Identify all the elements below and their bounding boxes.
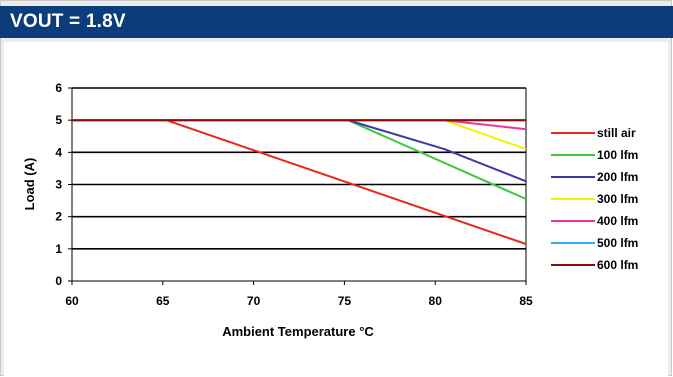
y-tick-label: 3 xyxy=(55,178,62,192)
y-tick-label: 0 xyxy=(55,274,62,288)
x-tick-label: 65 xyxy=(156,294,170,308)
header-bar: VOUT = 1.8V xyxy=(0,6,673,38)
legend: still air 100 lfm 200 lfm 300 lfm 400 lfm 500… xyxy=(551,126,638,272)
y-tick-label: 1 xyxy=(55,242,62,256)
series-lines xyxy=(72,119,527,245)
page-title: VOUT = 1.8V xyxy=(10,11,126,32)
series-line-200-lfm xyxy=(72,119,527,183)
x-tick-label: 70 xyxy=(247,294,261,308)
x-tick-labels: 60 65 70 75 80 85 xyxy=(65,281,533,308)
y-tick-label: 6 xyxy=(55,81,62,95)
y-tick-labels: 0 1 2 3 4 5 6 xyxy=(55,81,72,288)
x-tick-label: 80 xyxy=(429,294,443,308)
series-line-100-lfm xyxy=(72,119,527,200)
series-line-still-air xyxy=(72,119,527,245)
legend-label-300-lfm: 300 lfm xyxy=(597,192,638,206)
x-axis-label: Ambient Temperature °C xyxy=(222,324,374,339)
chart-panel xyxy=(4,42,668,376)
y-tick-label: 2 xyxy=(55,210,62,224)
x-tick-label: 60 xyxy=(65,294,79,308)
gridlines xyxy=(71,87,527,282)
legend-label-200-lfm: 200 lfm xyxy=(597,170,638,184)
x-tick-label: 75 xyxy=(338,294,352,308)
y-tick-label: 4 xyxy=(55,145,62,159)
legend-label-400-lfm: 400 lfm xyxy=(597,214,638,228)
legend-label-100-lfm: 100 lfm xyxy=(597,148,638,162)
legend-label-600-lfm: 600 lfm xyxy=(597,258,638,272)
x-tick-label: 85 xyxy=(519,294,533,308)
y-tick-label: 5 xyxy=(55,113,62,127)
series-line-300-lfm xyxy=(72,119,527,151)
legend-label-still-air: still air xyxy=(597,126,636,140)
legend-label-500-lfm: 500 lfm xyxy=(597,236,638,250)
y-axis-label: Load (A) xyxy=(22,158,37,211)
